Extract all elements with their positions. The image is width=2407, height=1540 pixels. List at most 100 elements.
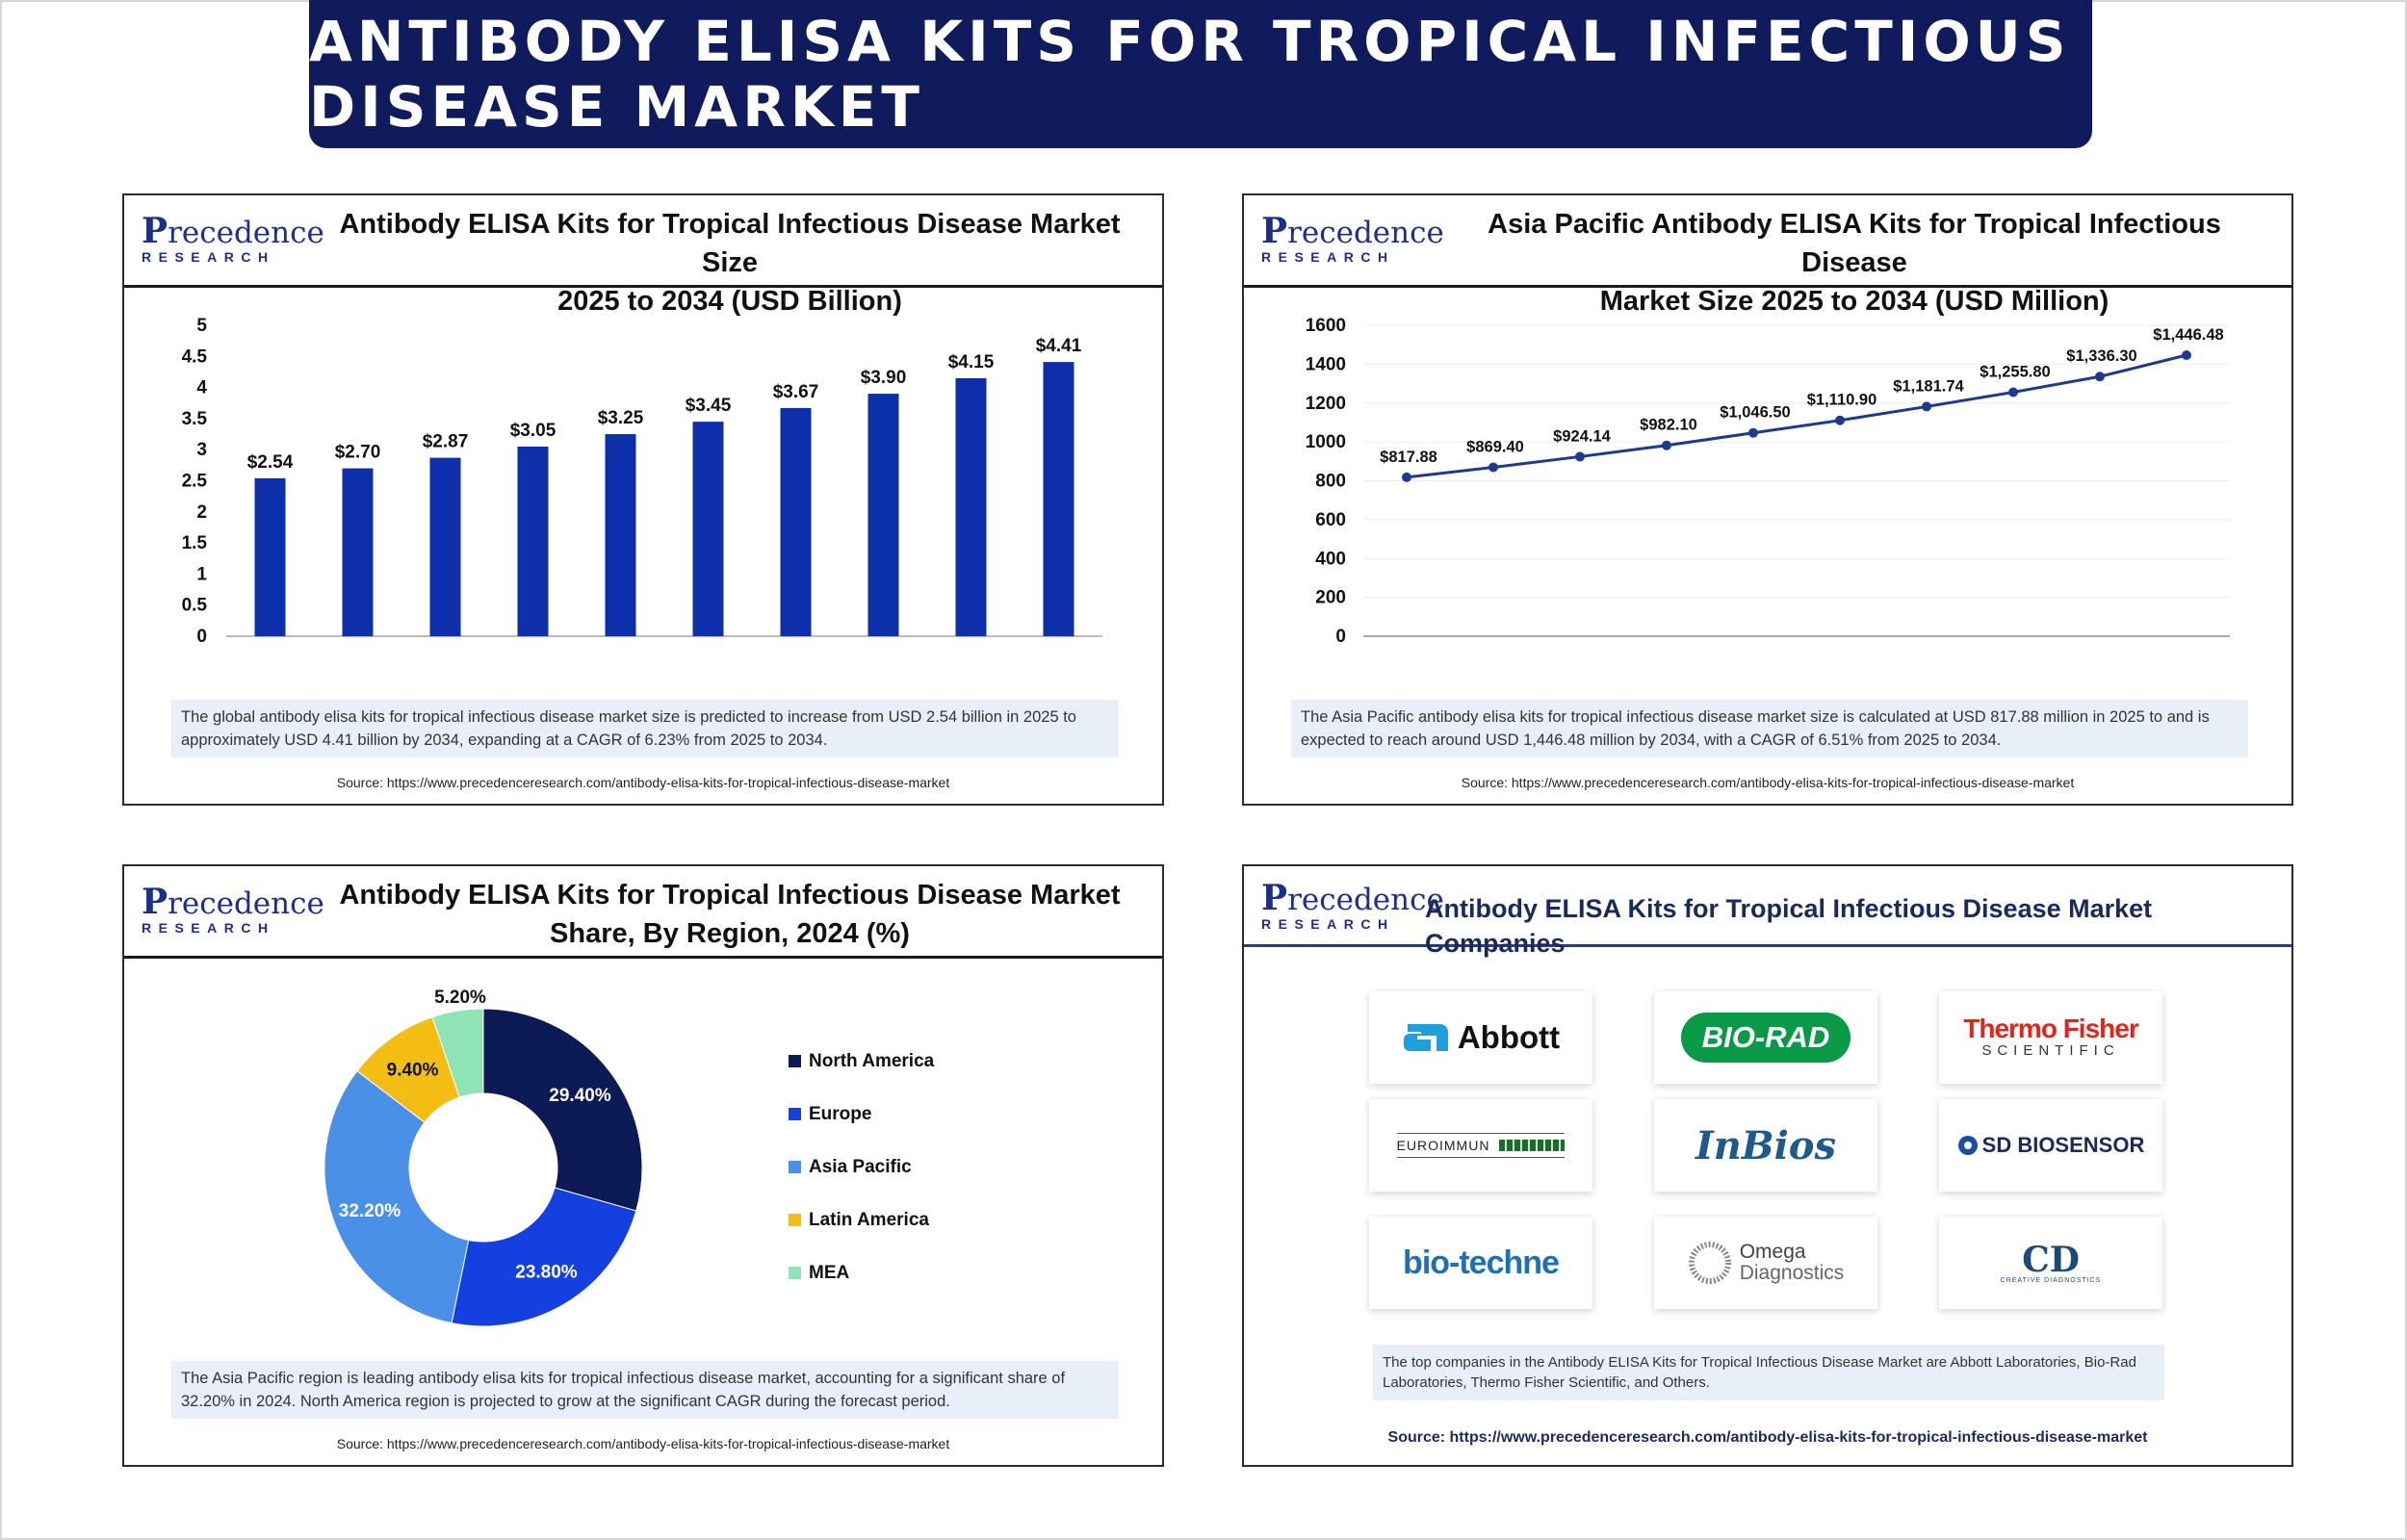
omega-text: Omega Diagnostics bbox=[1740, 1242, 1845, 1284]
series-line bbox=[1406, 353, 2187, 479]
chart-description: The Asia Pacific antibody elisa kits for… bbox=[1291, 700, 2248, 757]
data-label: $3.45 bbox=[686, 396, 732, 416]
y-tick-label: 3.5 bbox=[182, 409, 208, 429]
data-label: $3.25 bbox=[598, 408, 644, 428]
legend-swatch bbox=[789, 1161, 801, 1173]
panel-title-line1: Antibody ELISA Kits for Tropical Infecti… bbox=[339, 209, 1121, 278]
legend-label: Latin America bbox=[809, 1209, 929, 1230]
legend-label: Europe bbox=[809, 1103, 872, 1124]
company-card-biotechne: bio-techne bbox=[1369, 1217, 1592, 1309]
panel-title: Antibody ELISA Kits for Tropical Infecti… bbox=[1425, 894, 2153, 958]
euroimmun-logo: EUROIMMUN bbox=[1396, 1133, 1566, 1158]
slice-label: 29.40% bbox=[549, 1086, 611, 1106]
data-label: $1,255.80 bbox=[1980, 363, 2050, 380]
biorad-logo: BIO-RAD bbox=[1681, 1013, 1851, 1063]
y-tick-label: 0.5 bbox=[182, 596, 208, 616]
data-label: $1,336.30 bbox=[2066, 347, 2136, 365]
bar bbox=[780, 407, 812, 636]
abbott-name: Abbott bbox=[1457, 1019, 1561, 1055]
source-text: Source: https://www.precedenceresearch.c… bbox=[336, 775, 950, 790]
companies-panel: Precedence RESEARCH Antibody ELISA Kits … bbox=[1242, 864, 2293, 1467]
data-point bbox=[1402, 472, 1411, 482]
data-point bbox=[1488, 462, 1498, 473]
legend-item: MEA bbox=[789, 1246, 934, 1299]
company-card-sdbiosensor: SD BIOSENSOR bbox=[1939, 1099, 2162, 1192]
chart-legend: North America Europe Asia Pacific Latin Ame… bbox=[789, 1035, 934, 1299]
y-tick-label: 600 bbox=[1315, 510, 1346, 530]
y-tick-label: 3 bbox=[196, 440, 207, 460]
euroimmun-name: EUROIMMUN bbox=[1396, 1138, 1490, 1153]
company-card-inbios: InBios bbox=[1654, 1099, 1877, 1192]
y-tick-label: 1600 bbox=[1306, 316, 1346, 336]
data-label: $1,110.90 bbox=[1807, 392, 1877, 409]
bar bbox=[692, 422, 724, 636]
company-card-euroimmun: EUROIMMUN bbox=[1369, 1099, 1592, 1192]
data-label: $4.15 bbox=[948, 352, 995, 372]
companies-description: The top companies in the Antibody ELISA … bbox=[1373, 1345, 2164, 1400]
chart-description: The Asia Pacific region is leading antib… bbox=[171, 1361, 1119, 1419]
company-card-biorad: BIO-RAD bbox=[1654, 991, 1877, 1084]
precedence-logo: Precedence RESEARCH bbox=[142, 882, 324, 936]
y-tick-label: 5 bbox=[196, 316, 207, 336]
data-point bbox=[2008, 387, 2018, 398]
bar bbox=[254, 477, 286, 636]
legend-label: North America bbox=[809, 1050, 935, 1071]
y-tick-label: 1200 bbox=[1306, 394, 1346, 414]
panel-title: Antibody ELISA Kits for Tropical Infecti… bbox=[317, 205, 1143, 321]
cd-sub: CREATIVE DIAGNOSTICS bbox=[2000, 1276, 2102, 1284]
panel-title-line2: 2025 to 2034 (USD Billion) bbox=[557, 286, 902, 317]
line-chart: 02004006008001000120014001600$817.882025… bbox=[1306, 316, 2230, 647]
panel-header: Precedence RESEARCH Antibody ELISA Kits … bbox=[1244, 866, 2291, 958]
panel-title-line1: Asia Pacific Antibody ELISA Kits for Tro… bbox=[1488, 209, 2221, 278]
legend-item: Europe bbox=[789, 1088, 934, 1141]
legend-swatch bbox=[789, 1108, 801, 1120]
data-label: $2.70 bbox=[335, 443, 381, 463]
panel-title-line2: Market Size 2025 to 2034 (USD Million) bbox=[1599, 286, 2109, 317]
data-point bbox=[2095, 372, 2105, 382]
company-card-thermofisher: Thermo Fisher SCIENTIFIC bbox=[1939, 991, 2162, 1084]
slice-label: 32.20% bbox=[339, 1201, 401, 1221]
header-banner: ANTIBODY ELISA KITS FOR TROPICAL INFECTI… bbox=[309, 0, 2092, 148]
data-label: $924.14 bbox=[1553, 427, 1611, 445]
data-label: $2.54 bbox=[247, 452, 294, 473]
legend-swatch bbox=[789, 1055, 801, 1067]
slice-label: 23.80% bbox=[515, 1263, 578, 1283]
bar bbox=[955, 377, 987, 636]
data-label: $1,046.50 bbox=[1720, 404, 1790, 422]
y-tick-label: 0 bbox=[196, 627, 207, 647]
biotechne-name: bio-techne bbox=[1403, 1244, 1560, 1281]
y-tick-label: 4 bbox=[196, 378, 207, 398]
legend-label: Asia Pacific bbox=[809, 1156, 912, 1177]
legend-item: North America bbox=[789, 1035, 934, 1088]
sdbiosensor-name: SD BIOSENSOR bbox=[1981, 1133, 2145, 1157]
sd-biosensor-icon bbox=[1957, 1136, 1978, 1155]
data-label: $4.41 bbox=[1036, 336, 1082, 356]
slice-label: 5.20% bbox=[434, 988, 486, 1008]
y-tick-label: 400 bbox=[1315, 549, 1346, 569]
legend-item: Latin America bbox=[789, 1194, 934, 1246]
panel-header: Precedence RESEARCH Antibody ELISA Kits … bbox=[124, 195, 1162, 317]
y-tick-label: 2 bbox=[196, 502, 207, 523]
omega-sub: Diagnostics bbox=[1739, 1262, 1845, 1284]
y-tick-label: 1400 bbox=[1306, 354, 1346, 374]
pie-slice bbox=[431, 1008, 484, 1098]
bar bbox=[1043, 362, 1074, 636]
legend-swatch bbox=[789, 1267, 801, 1279]
panel-title: Asia Pacific Antibody ELISA Kits for Tro… bbox=[1436, 205, 2272, 321]
biorad-name: BIO-RAD bbox=[1701, 1020, 1830, 1054]
y-tick-label: 200 bbox=[1315, 588, 1346, 608]
page-title: ANTIBODY ELISA KITS FOR TROPICAL INFECTI… bbox=[309, 9, 2071, 140]
y-tick-label: 4.5 bbox=[182, 346, 208, 367]
bar bbox=[517, 446, 549, 636]
data-label: $1,181.74 bbox=[1893, 377, 1964, 395]
legend-label: MEA bbox=[809, 1262, 850, 1283]
data-label: $817.88 bbox=[1380, 449, 1437, 466]
inbios-name: InBios bbox=[1695, 1122, 1836, 1168]
bar-chart: 00.511.522.533.544.55$2.542025$2.702026$… bbox=[182, 316, 1102, 647]
data-label: $982.10 bbox=[1640, 417, 1697, 434]
pie-slice bbox=[482, 1008, 643, 1212]
data-label: $3.05 bbox=[510, 421, 556, 441]
global-market-size-panel: Precedence RESEARCH Antibody ELISA Kits … bbox=[122, 193, 1164, 806]
data-label: $3.90 bbox=[861, 368, 907, 388]
legend-swatch bbox=[789, 1214, 801, 1226]
